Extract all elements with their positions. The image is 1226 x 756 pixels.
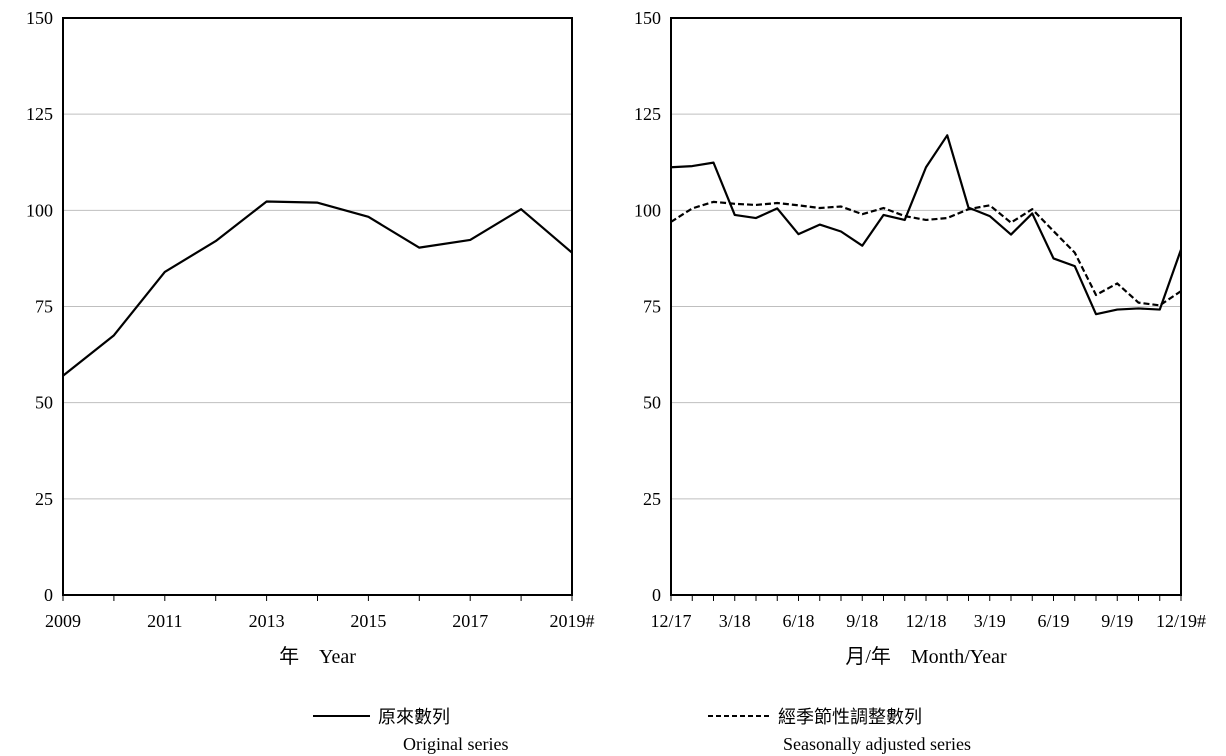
- monthly-chart-panel: 0 25 50 75 100 125 150 12/17 3/18 6/18 9/18 12/18 3/…: [634, 8, 1206, 668]
- x-tick-label: 9/18: [846, 611, 878, 631]
- y-tick-label: 150: [26, 8, 53, 28]
- y-tick-label: 0: [652, 585, 661, 605]
- y-tick-label: 25: [643, 489, 661, 509]
- legend-seasonal-en: Seasonally adjusted series: [783, 734, 971, 754]
- y-tick-label: 0: [44, 585, 53, 605]
- y-tick-label: 50: [643, 393, 661, 413]
- x-tick-label: 2009: [45, 611, 81, 631]
- y-tick-label: 50: [35, 393, 53, 413]
- y-tick-label: 75: [35, 297, 53, 317]
- x-tick-label: 2015: [350, 611, 386, 631]
- y-tick-label: 75: [643, 297, 661, 317]
- series-line-original: [670, 134, 1183, 316]
- x-tick-label: 2017: [452, 611, 488, 631]
- x-tick-label: 12/18: [905, 611, 946, 631]
- x-axis-label: 月/年 Month/Year: [845, 645, 1007, 668]
- legend-seasonal-zh: 經季節性調整數列: [778, 707, 922, 728]
- x-axis-label: 年 Year: [279, 645, 356, 668]
- x-tick-label: 12/19#: [1156, 611, 1206, 631]
- y-tick-label: 100: [634, 200, 661, 220]
- y-tick-label: 125: [26, 104, 53, 124]
- y-tick-label: 125: [634, 104, 661, 124]
- x-tick-label: 2019#: [550, 611, 595, 631]
- x-tick-label: 6/19: [1037, 611, 1069, 631]
- y-tick-label: 100: [26, 200, 53, 220]
- x-tick-label: 2013: [249, 611, 285, 631]
- y-tick-label: 25: [35, 489, 53, 509]
- legend-original-zh: 原來數列: [378, 707, 450, 728]
- annual-chart-panel: 0 25 50 75 100 125 150 2009 2011 2013 2015 2017 2019…: [26, 8, 595, 668]
- legend-original-en: Original series: [403, 734, 508, 754]
- x-tick-label: 6/18: [782, 611, 814, 631]
- series-line-seasonally-adjusted: [670, 200, 1182, 307]
- x-tick-label: 2011: [147, 611, 182, 631]
- legend: 原來數列 Original series 經季節性調整數列 Seasonally…: [313, 707, 971, 754]
- x-tick-label: 3/19: [974, 611, 1006, 631]
- y-tick-label: 150: [634, 8, 661, 28]
- x-tick-label: 3/18: [719, 611, 751, 631]
- series-line-original: [62, 200, 573, 377]
- x-tick-label: 12/17: [650, 611, 691, 631]
- x-tick-label: 9/19: [1101, 611, 1133, 631]
